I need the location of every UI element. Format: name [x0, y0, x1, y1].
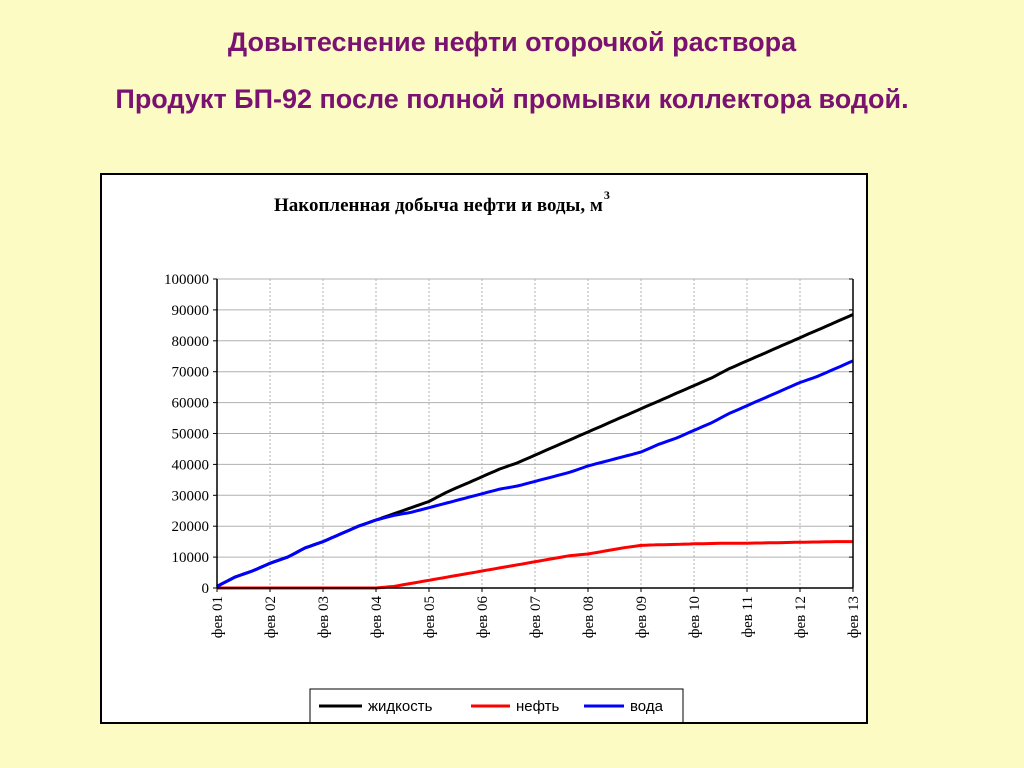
y-tick-label: 80000 — [172, 334, 210, 350]
vertical-gridlines — [269, 279, 854, 588]
x-tick-labels: фев 01 фев 02 фев 03 фев 04 фев 05 фев 06 фев … — [210, 596, 862, 639]
x-tick-label: фев 07 — [528, 596, 544, 639]
x-tick-label: фев 01 — [210, 596, 226, 638]
y-tick-label: 50000 — [172, 427, 210, 443]
y-tick-label: 70000 — [172, 365, 210, 381]
axes-layer — [213, 278, 854, 592]
horizontal-gridlines — [217, 278, 853, 558]
chart-frame: 0 10000 20000 30000 40000 50000 60000 70000 8000… — [100, 173, 868, 724]
slide-title: Довытеснение нефти оторочкой раствора — [227, 27, 797, 57]
x-tick-label: фев 05 — [422, 596, 438, 638]
legend-label-liquid: жидкость — [368, 698, 433, 715]
x-tick-label: фев 13 — [846, 596, 862, 638]
x-tick-label: фев 04 — [369, 596, 385, 639]
x-tick-label: фев 11 — [740, 596, 756, 638]
legend: жидкость нефть вода — [309, 688, 684, 722]
y-tick-label: 30000 — [172, 488, 210, 504]
chart-svg: 0 10000 20000 30000 40000 50000 60000 70000 8000… — [164, 188, 862, 722]
chart-title-superscript: 3 — [604, 188, 610, 202]
y-tick-label: 10000 — [172, 550, 210, 566]
y-tick-label: 40000 — [172, 457, 210, 473]
legend-label-oil: нефть — [516, 698, 560, 715]
y-tick-label: 20000 — [172, 519, 210, 535]
y-tick-label: 100000 — [164, 272, 209, 288]
slide-subtitle: Продукт БП-92 после полной промывки колл… — [115, 84, 909, 114]
chart-title: Накопленная добыча нефти и воды, м — [274, 195, 603, 216]
y-tick-label: 90000 — [172, 303, 210, 319]
y-tick-labels: 0 10000 20000 30000 40000 50000 60000 70000 8000… — [164, 272, 209, 597]
series-line-water — [216, 359, 854, 588]
x-tick-label: фев 03 — [316, 596, 332, 638]
x-tick-label: фев 12 — [793, 596, 809, 638]
x-tick-label: фев 06 — [475, 596, 491, 639]
y-tick-label: 0 — [202, 581, 210, 597]
y-tick-label: 60000 — [172, 396, 210, 412]
x-tick-label: фев 08 — [581, 596, 597, 638]
x-tick-label: фев 09 — [634, 596, 650, 638]
legend-label-water: вода — [630, 698, 664, 715]
x-tick-label: фев 10 — [687, 596, 703, 638]
x-tick-label: фев 02 — [263, 596, 279, 638]
